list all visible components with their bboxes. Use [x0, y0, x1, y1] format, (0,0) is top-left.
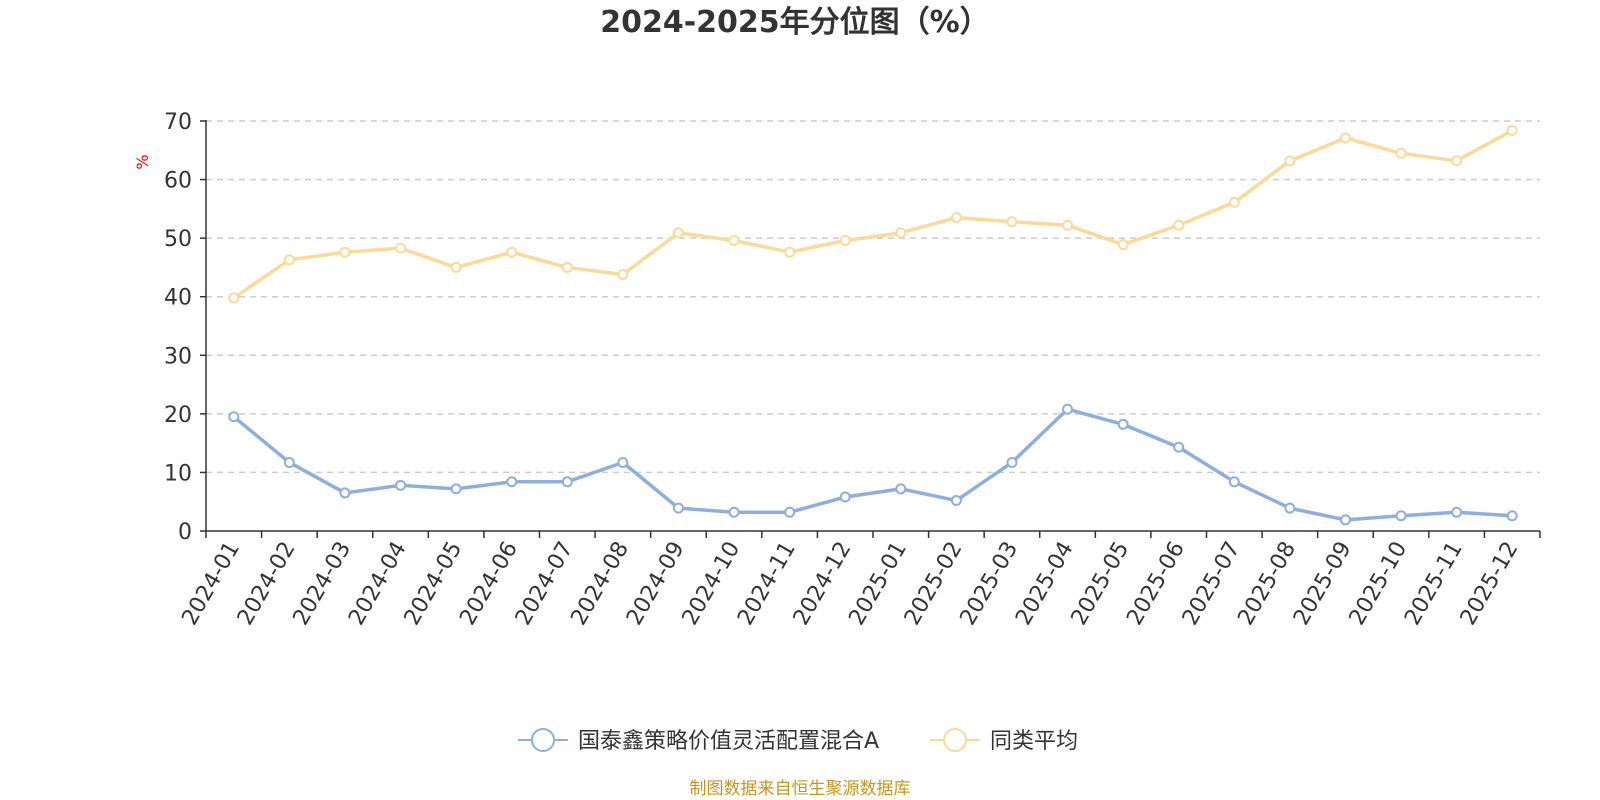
data-point[interactable]: [395, 242, 407, 254]
data-point[interactable]: [450, 261, 462, 273]
data-point[interactable]: [1451, 506, 1463, 518]
data-point[interactable]: [1339, 132, 1351, 144]
data-point[interactable]: [228, 292, 240, 304]
data-point[interactable]: [1395, 147, 1407, 159]
y-tick-label: 50: [164, 227, 192, 252]
data-point[interactable]: [672, 502, 684, 514]
data-point[interactable]: [895, 483, 907, 495]
data-point[interactable]: [1062, 403, 1074, 415]
data-point[interactable]: [895, 227, 907, 239]
legend-item[interactable]: 同类平均: [930, 728, 1078, 754]
data-point[interactable]: [784, 246, 796, 258]
series-line: [232, 407, 1513, 522]
data-point[interactable]: [339, 487, 351, 499]
y-tick-label: 20: [164, 403, 192, 428]
data-point[interactable]: [1506, 124, 1518, 136]
data-point[interactable]: [283, 456, 295, 468]
data-point[interactable]: [950, 212, 962, 224]
data-point[interactable]: [339, 246, 351, 258]
legend-label: 同类平均: [990, 729, 1078, 754]
axes: 0102030405060702024-012024-022024-032024…: [164, 110, 1541, 630]
y-tick-label: 0: [178, 520, 192, 545]
data-point[interactable]: [283, 254, 295, 266]
data-point[interactable]: [839, 491, 851, 503]
data-point[interactable]: [1284, 502, 1296, 514]
legend-label: 国泰鑫策略价值灵活配置混合A: [578, 729, 879, 754]
data-point[interactable]: [1339, 514, 1351, 526]
data-point[interactable]: [728, 234, 740, 246]
data-point[interactable]: [728, 506, 740, 518]
y-tick-label: 10: [164, 461, 192, 486]
data-point[interactable]: [1173, 219, 1185, 231]
data-point[interactable]: [1062, 219, 1074, 231]
y-tick-label: 40: [164, 286, 192, 311]
data-point[interactable]: [395, 479, 407, 491]
data-point[interactable]: [561, 261, 573, 273]
grid-lines: [206, 120, 1540, 474]
y-tick-label: 60: [164, 169, 192, 194]
data-point[interactable]: [228, 411, 240, 423]
y-axis-label: %: [133, 154, 152, 169]
data-point[interactable]: [1006, 216, 1018, 228]
data-point[interactable]: [1284, 155, 1296, 167]
data-point[interactable]: [561, 476, 573, 488]
legend[interactable]: 国泰鑫策略价值灵活配置混合A 同类平均: [518, 728, 1078, 754]
legend-item[interactable]: 国泰鑫策略价值灵活配置混合A: [518, 728, 879, 754]
chart-title: 2024-2025年分位图（%）: [600, 5, 990, 40]
data-point[interactable]: [1228, 196, 1240, 208]
data-point[interactable]: [506, 246, 518, 258]
data-point[interactable]: [1451, 155, 1463, 167]
data-point[interactable]: [1173, 441, 1185, 453]
series-lines: [228, 124, 1518, 526]
y-tick-label: 70: [164, 110, 192, 135]
data-point[interactable]: [450, 483, 462, 495]
data-point[interactable]: [617, 456, 629, 468]
data-point[interactable]: [1228, 476, 1240, 488]
data-point[interactable]: [1506, 510, 1518, 522]
legend-marker-icon: [943, 728, 967, 752]
data-point[interactable]: [784, 506, 796, 518]
data-point[interactable]: [617, 268, 629, 280]
source-note: 制图数据来自恒生聚源数据库: [690, 779, 911, 799]
series-line: [232, 128, 1514, 300]
data-point[interactable]: [950, 495, 962, 507]
data-point[interactable]: [1395, 510, 1407, 522]
legend-marker-icon: [531, 728, 555, 752]
data-point[interactable]: [1006, 456, 1018, 468]
data-point[interactable]: [506, 476, 518, 488]
data-point[interactable]: [1117, 418, 1129, 430]
y-tick-label: 30: [164, 344, 192, 369]
data-point[interactable]: [672, 227, 684, 239]
data-point[interactable]: [839, 234, 851, 246]
data-point[interactable]: [1117, 239, 1129, 251]
